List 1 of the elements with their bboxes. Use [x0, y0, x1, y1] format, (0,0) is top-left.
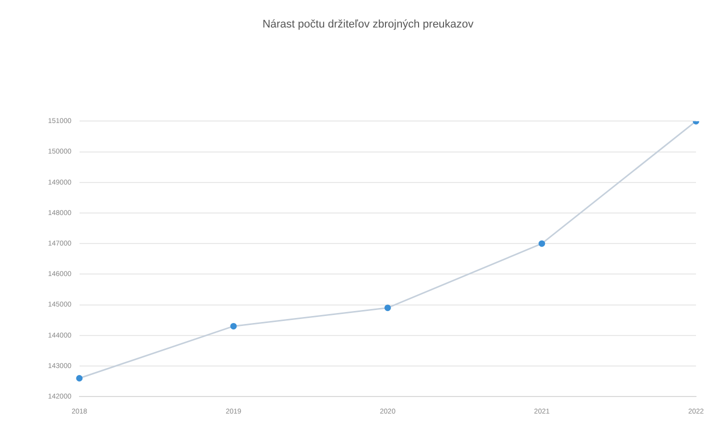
chart-title: Nárast počtu držiteľov zbrojných preukazov — [262, 18, 474, 31]
